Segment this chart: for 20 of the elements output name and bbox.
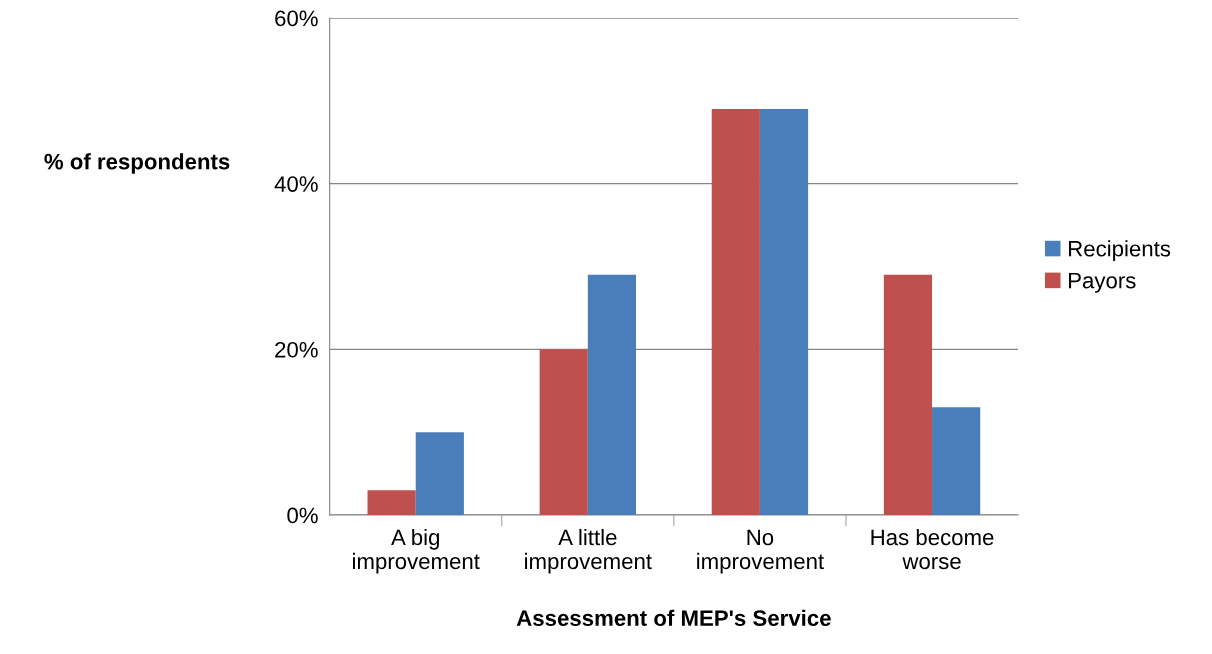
bar [883,274,933,516]
bar [711,109,760,516]
bar [539,349,588,516]
x-tick-label: A big improvement [352,528,480,574]
x-tick-label: No improvement [697,529,824,574]
bar [587,274,637,516]
bar [367,490,416,516]
x-tick-label: Has become worse [871,528,994,570]
bar [759,109,809,516]
legend-label: Recipients [1069,240,1171,261]
y-tick-label: 60% [275,10,318,27]
y-tick-label: 0% [287,507,318,524]
y-tick-label: 20% [275,341,318,358]
y-axis-title: % of respondents [44,153,230,174]
legend-label: Payors [1069,272,1136,293]
y-tick-label: 40% [274,176,318,192]
bar [932,407,981,516]
x-tick-label: A little improvement [525,528,652,574]
bar [415,432,464,516]
x-axis-title: Assessment of MEP's Service [516,609,831,626]
